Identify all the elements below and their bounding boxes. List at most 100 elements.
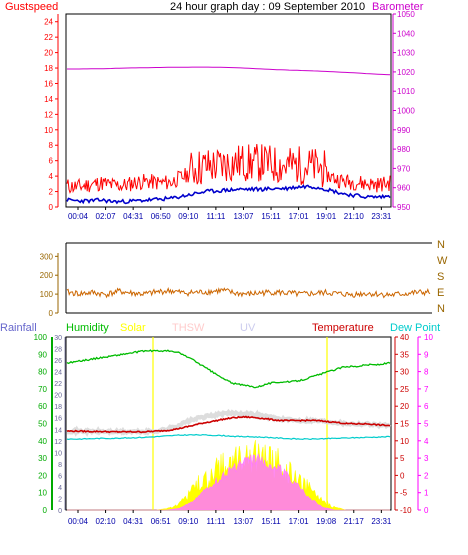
top-x-tick-label: 02:07 bbox=[96, 212, 117, 221]
rain-tick-label: 26 bbox=[54, 358, 62, 365]
gustspeed-series-line bbox=[66, 144, 391, 194]
gust-tick-label: 24 bbox=[44, 18, 53, 27]
bottom-axes: 0102030405060708090100024681012141618202… bbox=[34, 333, 434, 515]
bottom-x-tick-label: 04:31 bbox=[123, 517, 144, 526]
top-x-tick-label: 11:11 bbox=[206, 212, 225, 221]
rain-tick-label: 16 bbox=[54, 416, 62, 423]
direction-tick-label: 200 bbox=[40, 271, 54, 280]
baro-tick-label: 990 bbox=[397, 126, 411, 135]
uv-tick-label: 9 bbox=[424, 350, 429, 359]
bottom-x-tick-label: 15:11 bbox=[261, 517, 281, 526]
humidity-series-line bbox=[66, 349, 391, 389]
baro-tick-label: 1040 bbox=[397, 29, 415, 38]
temp-tick-label: -10 bbox=[400, 506, 412, 515]
bottom-x-tick-label: 02:10 bbox=[96, 517, 117, 526]
gust-tick-label: 18 bbox=[44, 64, 53, 73]
rain-tick-label: 12 bbox=[54, 439, 62, 446]
legend-item: UV bbox=[240, 322, 256, 334]
gustspeed-label: Gustspeed bbox=[5, 1, 58, 13]
bottom-x-axis: 00:04 02:10 04:31 06:51 09:10 11:11 13:07 15:11… bbox=[68, 510, 392, 526]
compass-label: W bbox=[437, 255, 448, 267]
windspeed-series-line bbox=[66, 184, 391, 205]
legend-item: THSW bbox=[172, 322, 205, 334]
gust-tick-label: 14 bbox=[44, 95, 53, 104]
baro-tick-label: 980 bbox=[397, 145, 411, 154]
bottom-x-tick-label: 19:08 bbox=[316, 517, 337, 526]
uv-tick-label: 4 bbox=[424, 437, 429, 446]
temp-tick-label: 30 bbox=[400, 368, 409, 377]
gust-tick-label: 2 bbox=[49, 188, 54, 197]
barometer-series-line bbox=[67, 66, 391, 76]
gust-tick-label: 6 bbox=[49, 157, 54, 166]
humidity-tick-label: 20 bbox=[38, 471, 47, 480]
baro-tick-label: 970 bbox=[397, 164, 411, 173]
direction-tick-label: 0 bbox=[49, 309, 54, 318]
uv-tick-label: 1 bbox=[424, 489, 429, 498]
wind-direction-series-line bbox=[66, 286, 431, 299]
top-x-tick-label: 00:04 bbox=[68, 212, 89, 221]
legend-item: Rainfall bbox=[0, 322, 37, 334]
direction-tick-label: 300 bbox=[40, 252, 54, 261]
humidity-tick-label: 60 bbox=[38, 402, 47, 411]
gust-tick-label: 22 bbox=[44, 33, 53, 42]
bottom-legend: Rainfall Humidity Solar THSW UV Temperature De… bbox=[0, 322, 440, 334]
gust-tick-label: 10 bbox=[44, 126, 53, 135]
bottom-x-tick-label: 23:31 bbox=[371, 517, 392, 526]
temp-tick-label: 20 bbox=[400, 402, 409, 411]
humidity-tick-label: 40 bbox=[38, 437, 47, 446]
temperature-series-line bbox=[66, 415, 391, 434]
humidity-tick-label: 30 bbox=[38, 454, 47, 463]
bottom-x-tick-label: 11:11 bbox=[206, 517, 225, 526]
top-x-tick-label: 09:10 bbox=[178, 212, 199, 221]
rain-tick-label: 28 bbox=[54, 347, 62, 354]
temp-tick-label: 40 bbox=[400, 333, 409, 342]
chart-title: 24 hour graph day : 09 September 2010 bbox=[170, 1, 365, 13]
uv-tick-label: 3 bbox=[424, 454, 429, 463]
top-x-tick-label: 13:07 bbox=[233, 212, 254, 221]
bottom-x-tick-label: 13:07 bbox=[233, 517, 254, 526]
uv-tick-label: 8 bbox=[424, 368, 429, 377]
barometer-y-axis: 950 960 970 980 990 1000 1010 1020 1030 1040 1050 bbox=[392, 10, 415, 212]
thsw-series-line bbox=[66, 408, 392, 437]
baro-tick-label: 950 bbox=[397, 203, 411, 212]
compass-label: E bbox=[437, 287, 444, 299]
rain-tick-label: 22 bbox=[54, 381, 62, 388]
gust-tick-label: 0 bbox=[49, 203, 54, 212]
temp-tick-label: 35 bbox=[400, 350, 409, 359]
top-x-tick-label: 04:31 bbox=[123, 212, 144, 221]
barometer-label: Barometer bbox=[372, 1, 424, 13]
top-x-tick-label: 15:11 bbox=[261, 212, 281, 221]
direction-y-axis: 0 100 200 300 bbox=[40, 252, 59, 318]
top-x-tick-label: 19:01 bbox=[316, 212, 337, 221]
gust-tick-label: 4 bbox=[49, 172, 54, 181]
temp-tick-label: 5 bbox=[400, 454, 405, 463]
humidity-tick-label: 10 bbox=[38, 489, 47, 498]
uv-tick-label: 7 bbox=[424, 385, 429, 394]
rain-tick-label: 20 bbox=[54, 393, 62, 400]
humidity-tick-label: 100 bbox=[34, 333, 48, 342]
baro-tick-label: 1010 bbox=[397, 87, 415, 96]
rain-tick-label: 4 bbox=[58, 485, 62, 492]
temp-tick-label: 15 bbox=[400, 420, 409, 429]
rain-tick-label: 24 bbox=[54, 370, 62, 377]
top-x-tick-label: 23:31 bbox=[371, 212, 392, 221]
humidity-tick-label: 50 bbox=[38, 420, 47, 429]
rain-tick-label: 10 bbox=[54, 450, 62, 457]
dew-point-series-line bbox=[66, 433, 391, 441]
top-plot-series bbox=[66, 66, 391, 205]
compass-label: N bbox=[437, 303, 445, 315]
gust-tick-label: 20 bbox=[44, 49, 53, 58]
gust-tick-label: 8 bbox=[49, 141, 54, 150]
humidity-tick-label: 90 bbox=[38, 350, 47, 359]
legend-item: Dew Point bbox=[390, 322, 440, 334]
rain-tick-label: 6 bbox=[58, 473, 62, 480]
baro-tick-label: 1020 bbox=[397, 68, 415, 77]
legend-item: Humidity bbox=[66, 322, 109, 334]
humidity-tick-label: 0 bbox=[43, 506, 48, 515]
legend-item: Temperature bbox=[312, 322, 374, 334]
compass-label: N bbox=[437, 239, 445, 251]
gust-tick-label: 12 bbox=[44, 110, 53, 119]
gust-tick-label: 16 bbox=[44, 79, 53, 88]
